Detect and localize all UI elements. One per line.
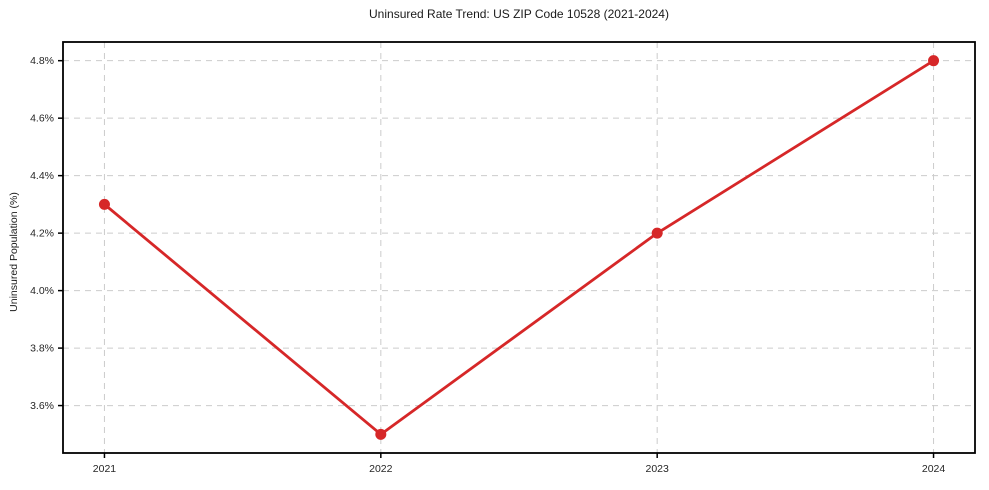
y-tick-label: 4.2% [30, 228, 54, 240]
trend-line [103, 59, 935, 436]
data-point-marker [375, 428, 387, 440]
x-tick-label: 2021 [93, 463, 117, 475]
y-tick-label: 4.4% [30, 170, 54, 182]
x-tick-label: 2023 [646, 463, 670, 475]
y-tick-label: 3.8% [30, 343, 54, 355]
data-point-marker [651, 227, 663, 239]
x-tick-label: 2024 [922, 463, 946, 475]
chart-title: Uninsured Rate Trend: US ZIP Code 10528 … [369, 7, 669, 21]
y-tick-label: 4.6% [30, 113, 54, 125]
y-tick-label: 4.0% [30, 285, 54, 297]
y-tick-label: 4.8% [30, 55, 54, 67]
data-point-marker [928, 55, 940, 67]
x-tick-label: 2022 [369, 463, 393, 475]
y-tick-label: 3.6% [30, 400, 54, 412]
plot-border [62, 41, 976, 454]
data-point-marker [98, 198, 110, 210]
